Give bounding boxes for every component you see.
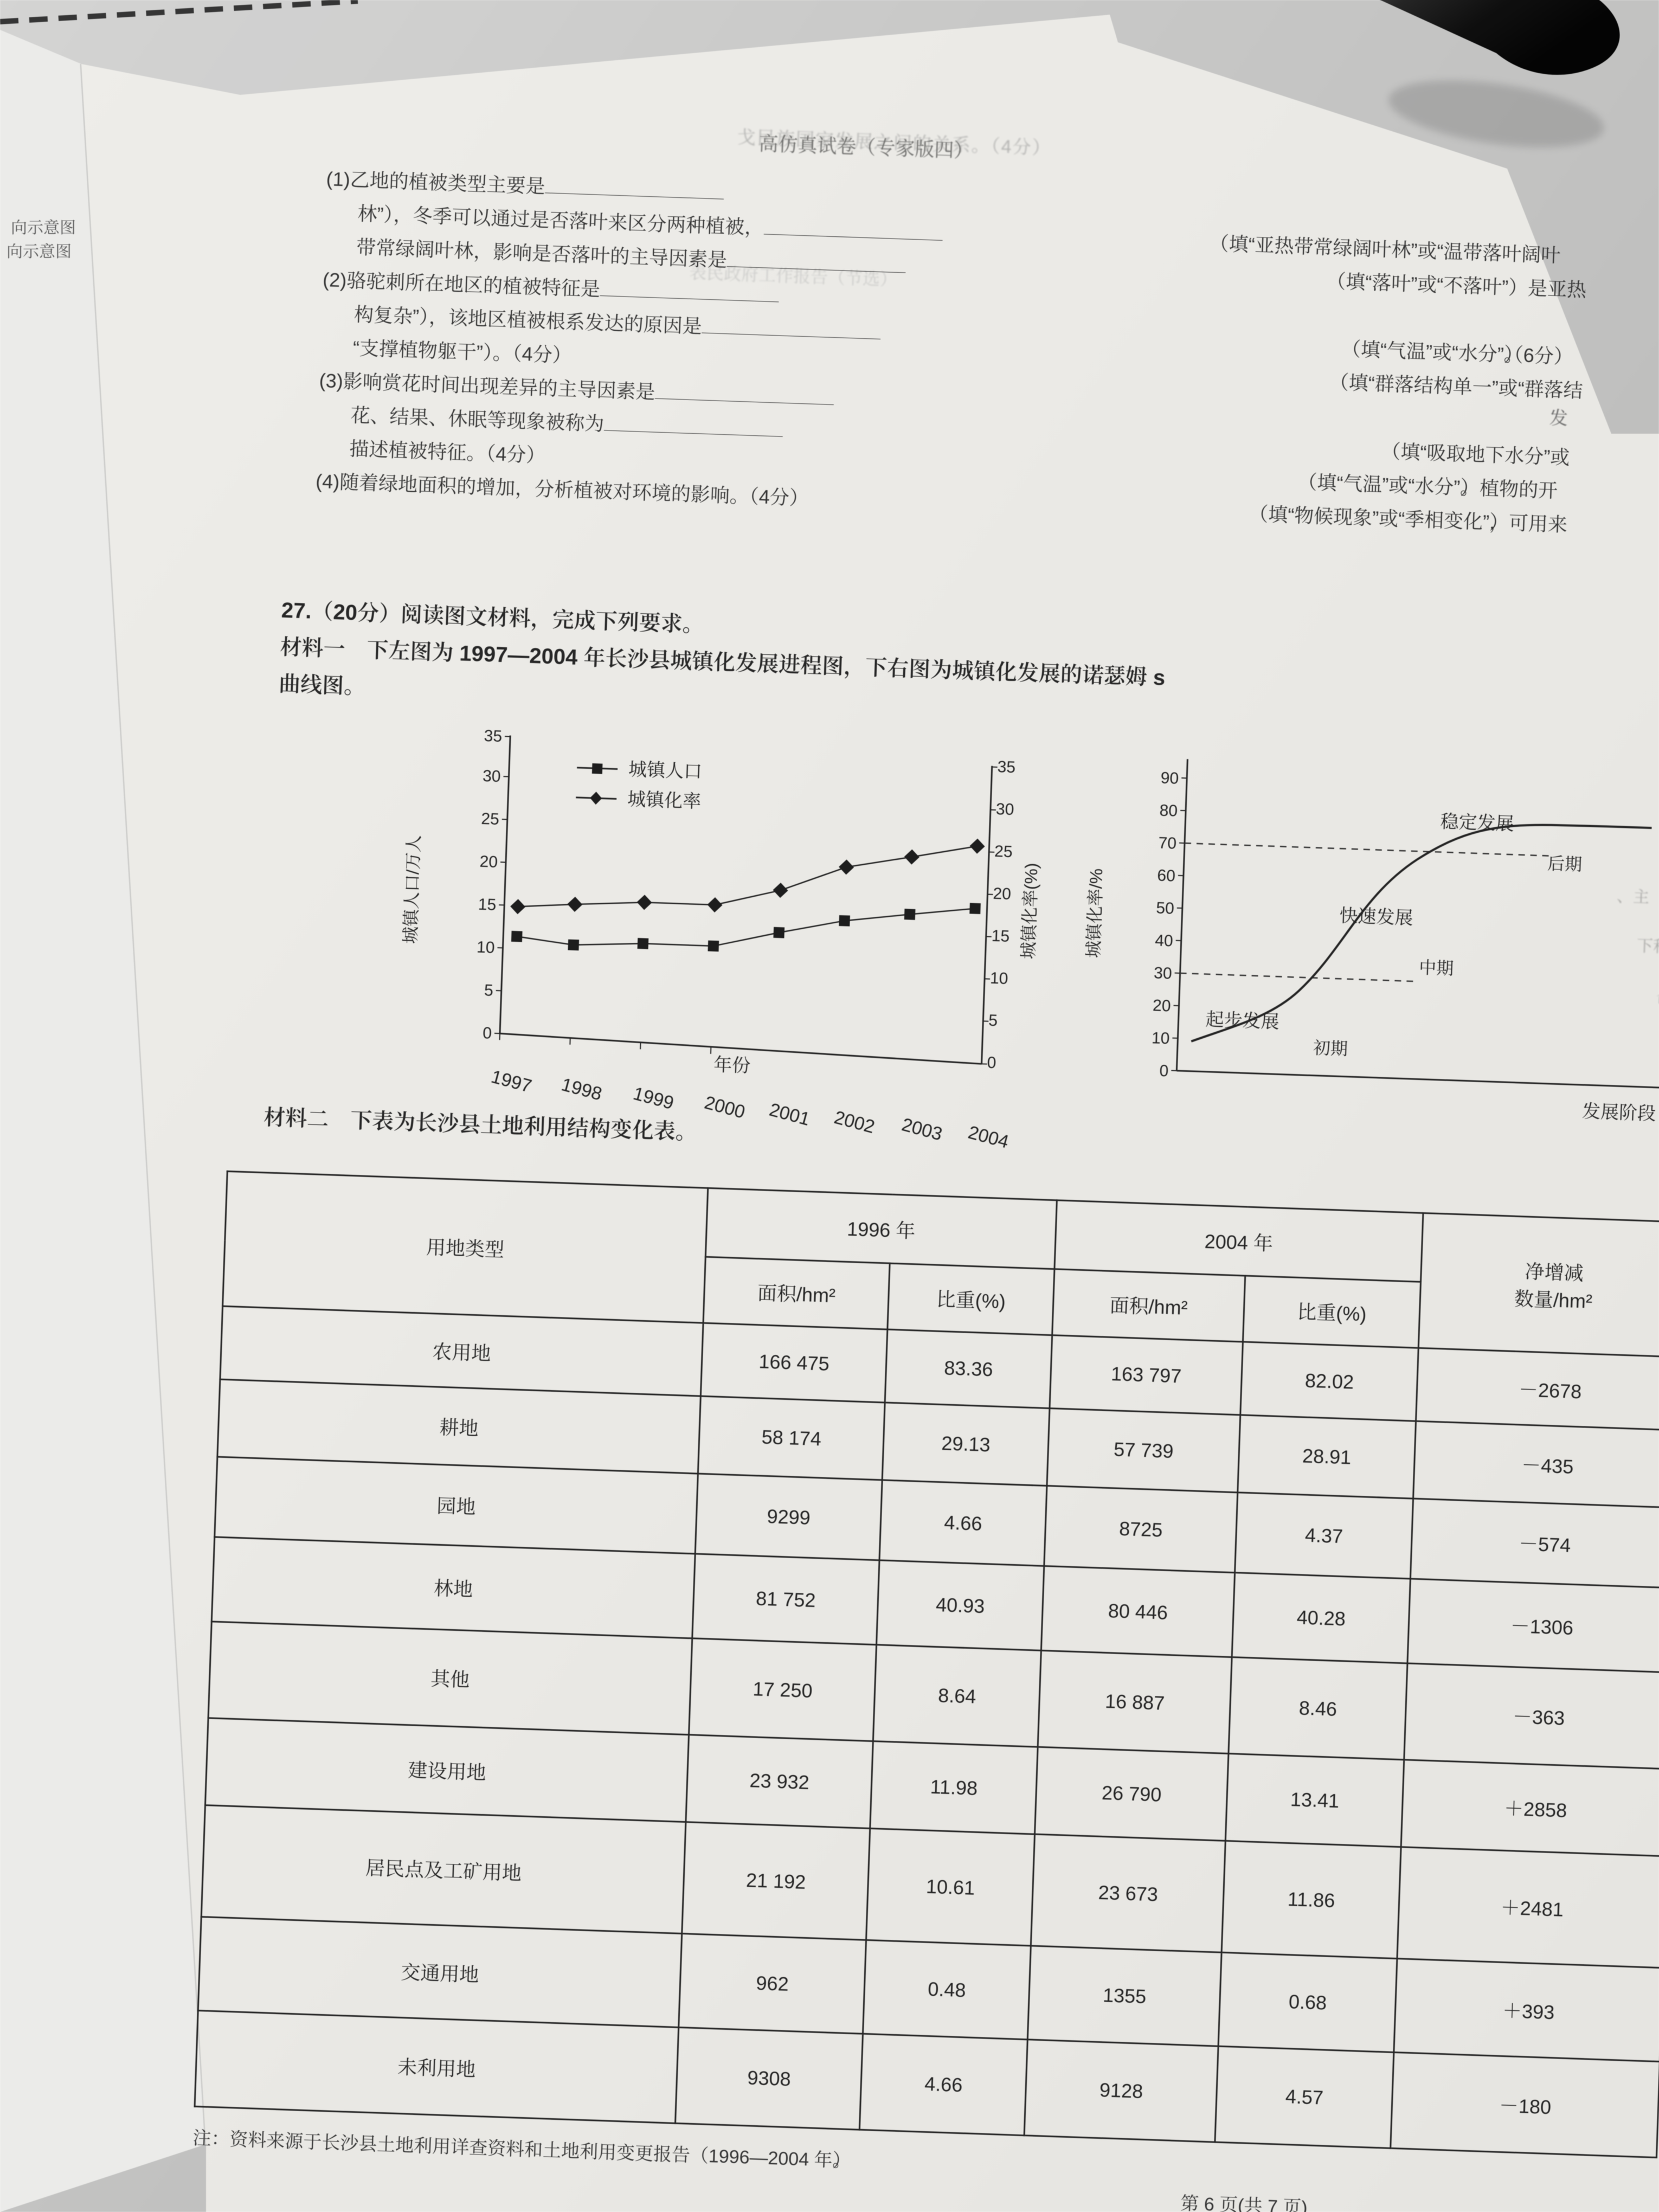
svg-text:城镇化率: 城镇化率 xyxy=(627,789,702,812)
svg-text:70: 70 xyxy=(1158,834,1177,852)
svg-text:15: 15 xyxy=(478,896,497,914)
svg-text:25: 25 xyxy=(481,810,500,828)
svg-text:50: 50 xyxy=(1156,899,1175,917)
svg-text:80: 80 xyxy=(1159,801,1178,820)
svg-text:城镇化率/%: 城镇化率/% xyxy=(1084,868,1107,959)
svg-text:25: 25 xyxy=(994,843,1013,861)
svg-text:10: 10 xyxy=(990,969,1009,988)
svg-text:年份: 年份 xyxy=(713,1054,751,1076)
svg-text:10: 10 xyxy=(1151,1029,1170,1047)
svg-text:30: 30 xyxy=(1154,964,1173,982)
svg-text:35: 35 xyxy=(484,727,503,745)
svg-text:后期: 后期 xyxy=(1547,854,1582,874)
svg-text:城镇人口: 城镇人口 xyxy=(628,759,702,782)
svg-text:35: 35 xyxy=(997,758,1016,776)
svg-text:5: 5 xyxy=(988,1012,998,1030)
svg-text:1999: 1999 xyxy=(631,1083,676,1114)
svg-text:1997: 1997 xyxy=(489,1066,534,1097)
svg-text:0: 0 xyxy=(987,1054,996,1072)
svg-text:中期: 中期 xyxy=(1419,957,1454,978)
svg-text:30: 30 xyxy=(483,767,501,786)
svg-text:5: 5 xyxy=(484,981,493,1000)
svg-text:城镇人口/万人: 城镇人口/万人 xyxy=(401,834,424,944)
svg-text:0: 0 xyxy=(483,1024,492,1043)
svg-text:0: 0 xyxy=(1159,1062,1169,1081)
svg-text:20: 20 xyxy=(479,853,498,871)
svg-text:向示意图: 向示意图 xyxy=(7,243,72,261)
svg-text:1998: 1998 xyxy=(559,1074,604,1104)
svg-text:初期: 初期 xyxy=(1313,1038,1348,1059)
svg-text:20: 20 xyxy=(993,885,1012,903)
svg-text:90: 90 xyxy=(1160,769,1179,788)
svg-text:20: 20 xyxy=(1153,996,1172,1015)
svg-text:15: 15 xyxy=(991,927,1010,946)
svg-text:10: 10 xyxy=(477,938,496,957)
svg-text:发展阶段: 发展阶段 xyxy=(1582,1101,1656,1124)
svg-text:稳定发展: 稳定发展 xyxy=(1440,812,1514,835)
svg-text:城镇化率(%): 城镇化率(%) xyxy=(1018,863,1041,960)
svg-text:40: 40 xyxy=(1155,931,1174,950)
svg-text:30: 30 xyxy=(995,800,1014,819)
svg-text:快速发展: 快速发展 xyxy=(1339,905,1413,929)
svg-text:60: 60 xyxy=(1157,866,1176,885)
svg-text:起步发展: 起步发展 xyxy=(1205,1009,1279,1033)
